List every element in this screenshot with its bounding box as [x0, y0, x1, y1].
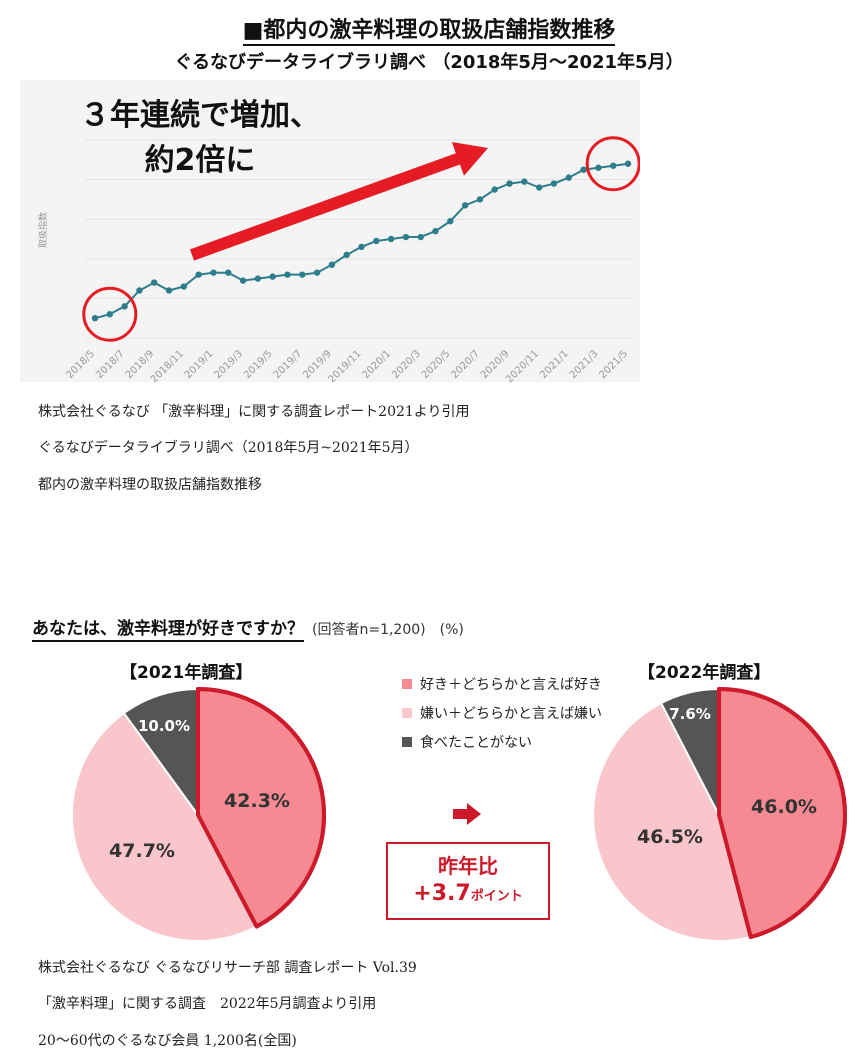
yoy-callout: 昨年比 +3.7ポイント: [386, 842, 550, 920]
data-point: [417, 233, 424, 241]
data-point: [313, 269, 321, 276]
data-point: [91, 315, 99, 322]
legend-swatch-like: [402, 679, 412, 689]
legend-item-never: 食べたことがない: [402, 728, 602, 756]
legend-label-like: 好き＋どちらかと言えば好き: [420, 677, 602, 693]
caption-survey-2: 「激辛料理」に関する調査 2022年5月調査より引用: [38, 996, 377, 1012]
data-point: [506, 180, 513, 187]
data-point: [343, 251, 350, 259]
legend: 好き＋どちらかと言えば好き 嫌い＋どちらかと言えば嫌い 食べたことがない: [402, 670, 602, 756]
highlight-circle-start: [82, 286, 138, 342]
y-axis-label: 取扱指数: [37, 212, 49, 248]
line-chart-background: [20, 80, 640, 382]
caption-survey-1: 株式会社ぐるなび ぐるなびリサーチ部 調査レポート Vol.39: [38, 960, 417, 976]
yoy-label: 昨年比: [438, 854, 498, 878]
arrow-right-icon: [453, 803, 481, 825]
data-point: [476, 196, 484, 203]
caption-survey-3: 20～60代のぐるなび会員 1,200名(全国): [38, 1033, 297, 1049]
line-chart: 取扱指数 2018/52018/72018/92018/112019/12019…: [20, 80, 640, 382]
data-point: [358, 243, 365, 251]
legend-label-never: 食べたことがない: [420, 735, 532, 751]
data-point: [269, 273, 276, 280]
pie-value-label: 7.6%: [669, 705, 711, 723]
caption-source-1: 株式会社ぐるなび 「激辛料理」に関する調査レポート2021より引用: [38, 404, 470, 420]
highlight-circle-end: [585, 136, 640, 192]
data-point: [136, 287, 143, 294]
pie-value-label: 47.7%: [109, 840, 175, 862]
pie-value-label: 46.0%: [751, 796, 817, 818]
pie-value-label: 42.3%: [224, 790, 290, 812]
pie-2022-title: 【2022年調査】: [638, 663, 771, 683]
pie-value-label: 10.0%: [138, 717, 190, 735]
data-point: [165, 287, 173, 294]
legend-item-dislike: 嫌い＋どちらかと言えば嫌い: [402, 698, 602, 728]
pie-slice: [70, 712, 258, 942]
pie-slice-outline: [196, 687, 326, 929]
legend-item-like: 好き＋どちらかと言えば好き: [402, 670, 602, 698]
data-point: [210, 269, 217, 276]
data-point: [565, 174, 572, 181]
chart-title-text: ■都内の激辛料理の取扱店舗指数推移: [242, 18, 616, 46]
trend-arrow: [190, 142, 488, 261]
data-point: [328, 261, 336, 268]
data-point: [447, 217, 454, 225]
pie-chart-2022: 46.0% 46.5% 7.6%: [592, 687, 847, 942]
data-point: [624, 160, 632, 167]
survey-question: あなたは、激辛料理が好きですか？ (回答者n=1,200) (%): [32, 614, 464, 642]
pie-value-label: 46.5%: [637, 826, 703, 848]
data-point: [284, 271, 291, 278]
pie-2021-title: 【2021年調査】: [120, 663, 253, 683]
caption-source-2: ぐるなびデータライブラリ調べ（2018年5月~2021年5月）: [38, 440, 419, 456]
legend-swatch-never: [402, 737, 412, 747]
annotation-line-2: 約2倍に: [145, 143, 256, 178]
legend-swatch-dislike: [402, 708, 412, 718]
yoy-unit: ポイント: [470, 889, 523, 904]
data-point: [195, 271, 202, 278]
data-point: [432, 227, 439, 235]
data-point: [373, 237, 380, 245]
data-point: [550, 180, 558, 187]
data-point: [461, 202, 469, 209]
data-point: [239, 277, 247, 284]
chart-title: ■都内の激辛料理の取扱店舗指数推移: [0, 12, 858, 46]
data-point: [180, 283, 188, 290]
survey-question-text: あなたは、激辛料理が好きですか？: [32, 619, 304, 642]
data-point: [491, 186, 498, 193]
legend-label-dislike: 嫌い＋どちらかと言えば嫌い: [420, 706, 602, 722]
data-point: [225, 269, 232, 276]
chart-subtitle: ぐるなびデータライブラリ調べ （2018年5月～2021年5月）: [174, 52, 684, 73]
data-point: [535, 184, 543, 191]
yoy-value-row: +3.7ポイント: [388, 881, 548, 906]
data-point: [595, 164, 602, 171]
data-point: [609, 162, 617, 169]
annotation-line-1: ３年連続で増加、: [80, 98, 320, 133]
data-point: [580, 166, 587, 173]
caption-source-3: 都内の激辛料理の取扱店舗指数推移: [38, 477, 262, 493]
yoy-value: +3.7: [413, 881, 471, 906]
pie-slice-outline: [717, 687, 847, 939]
data-point: [387, 235, 395, 243]
data-point: [121, 303, 128, 310]
data-point: [151, 279, 158, 286]
pie-chart-2021: 42.3% 47.7% 10.0%: [70, 687, 326, 942]
data-point: [254, 275, 262, 282]
survey-note: (回答者n=1,200) (%): [312, 622, 464, 638]
data-point: [402, 233, 410, 241]
data-point: [521, 178, 528, 185]
data-point: [106, 311, 114, 318]
pie-slice: [592, 702, 752, 942]
data-point: [299, 271, 306, 278]
